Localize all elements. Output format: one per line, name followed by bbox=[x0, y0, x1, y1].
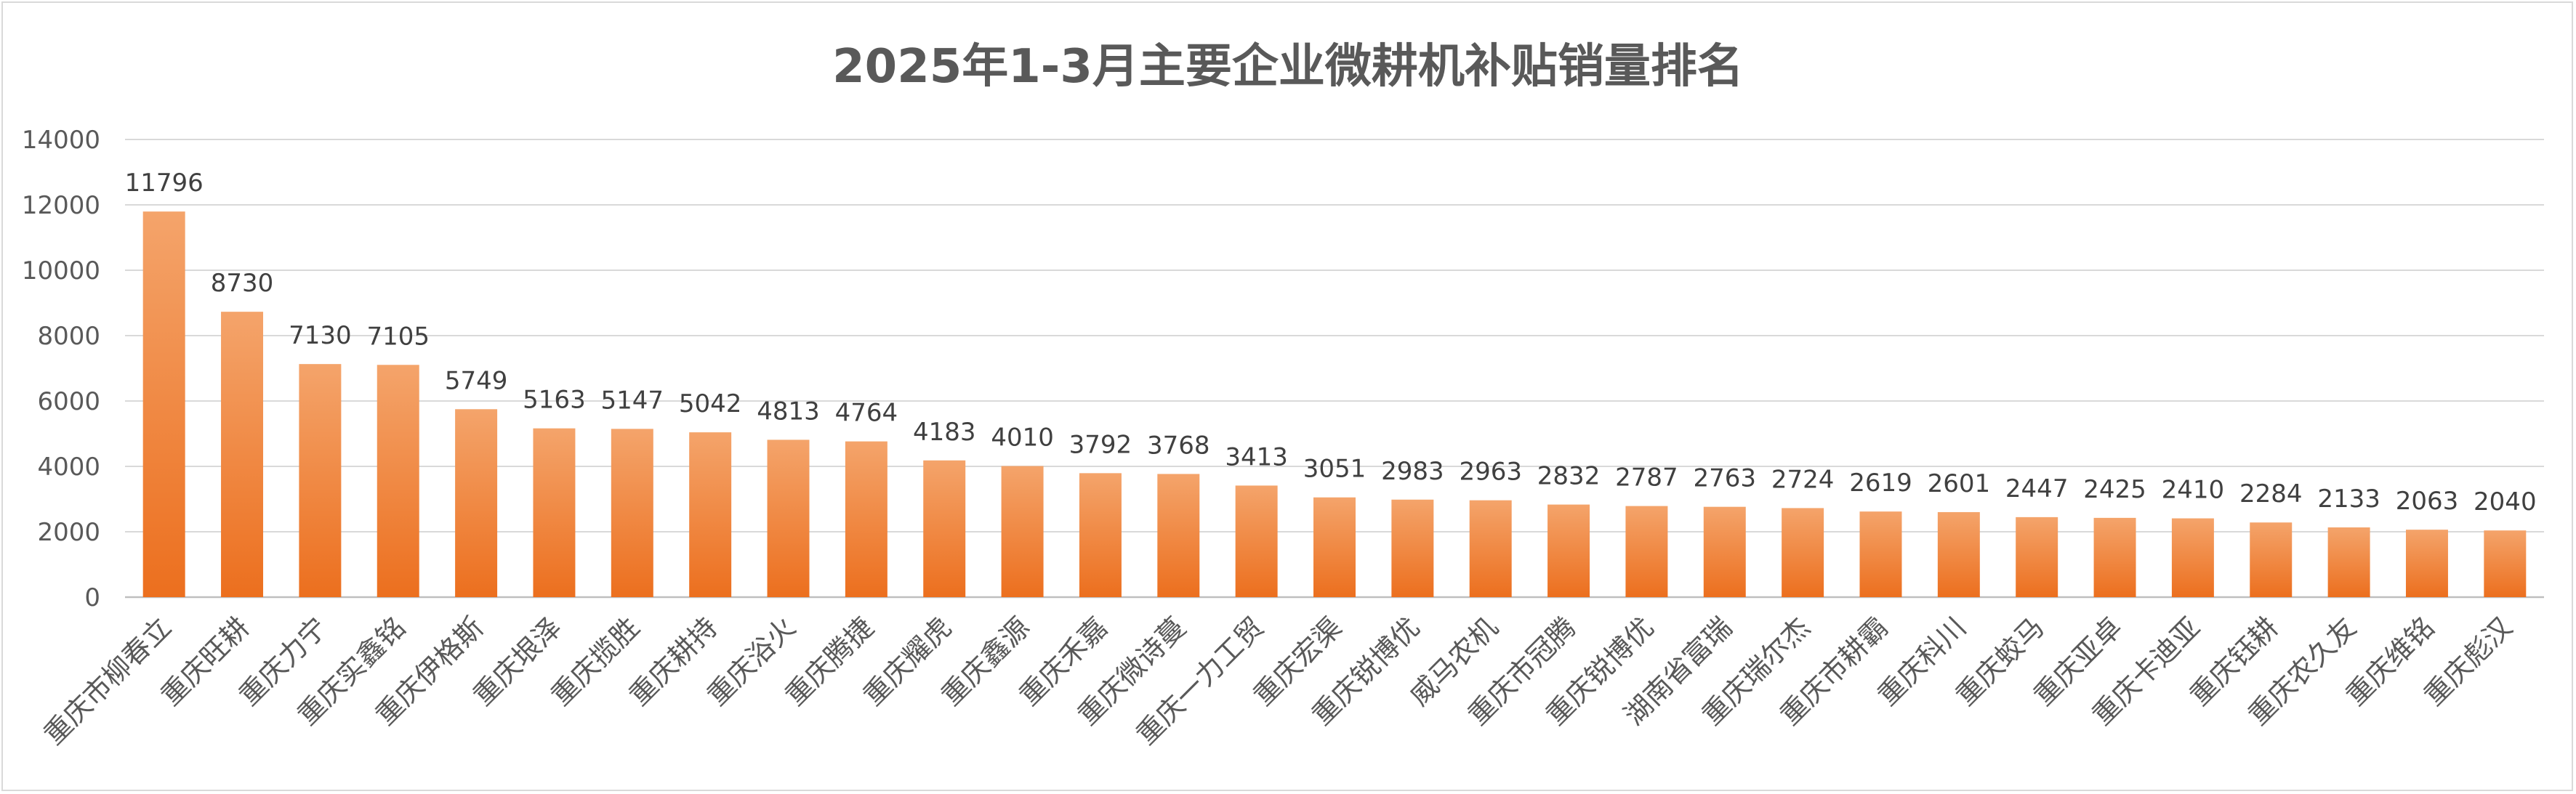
bar bbox=[1079, 473, 1122, 597]
bar bbox=[1235, 485, 1278, 597]
bar bbox=[1469, 500, 1512, 597]
y-tick-label: 12000 bbox=[22, 191, 100, 220]
data-label: 2832 bbox=[1537, 462, 1601, 491]
bar bbox=[845, 441, 887, 597]
data-label: 5749 bbox=[445, 366, 508, 395]
data-label: 2040 bbox=[2474, 487, 2537, 516]
bar bbox=[221, 312, 264, 597]
bar bbox=[1782, 508, 1824, 597]
bar bbox=[1859, 511, 1902, 597]
bar bbox=[1157, 474, 1200, 597]
data-label: 2601 bbox=[1928, 469, 1991, 498]
y-tick-label: 6000 bbox=[37, 387, 100, 416]
bar bbox=[2250, 522, 2293, 597]
data-label: 2983 bbox=[1381, 457, 1444, 486]
x-tick-label: 重庆市柳春立 bbox=[38, 611, 177, 750]
bar bbox=[1313, 497, 1356, 597]
data-label: 3768 bbox=[1147, 431, 1210, 460]
y-tick-label: 4000 bbox=[37, 453, 100, 482]
data-label: 2410 bbox=[2162, 476, 2225, 505]
y-tick-label: 0 bbox=[84, 583, 100, 612]
bar bbox=[611, 429, 653, 597]
y-tick-label: 14000 bbox=[22, 126, 100, 155]
y-tick-label: 10000 bbox=[22, 256, 100, 285]
y-tick-label: 2000 bbox=[37, 518, 100, 547]
data-label: 4010 bbox=[991, 424, 1054, 453]
bar bbox=[1937, 511, 1980, 597]
bar bbox=[2016, 516, 2058, 597]
data-label: 7130 bbox=[289, 321, 352, 350]
data-label: 3413 bbox=[1225, 442, 1288, 471]
data-label: 11796 bbox=[125, 169, 204, 198]
data-label: 4813 bbox=[757, 397, 820, 426]
bar bbox=[1703, 506, 1746, 597]
data-label: 5147 bbox=[601, 386, 664, 415]
bar bbox=[2171, 518, 2214, 597]
bar bbox=[377, 365, 419, 597]
data-label: 5163 bbox=[523, 386, 586, 415]
bar bbox=[2093, 517, 2136, 597]
data-label: 8730 bbox=[211, 269, 274, 298]
bar bbox=[1625, 506, 1668, 597]
data-label: 4183 bbox=[913, 418, 976, 447]
y-tick-label: 8000 bbox=[37, 322, 100, 351]
data-label: 2284 bbox=[2239, 479, 2303, 509]
data-label: 2963 bbox=[1459, 458, 1522, 487]
bar bbox=[1547, 504, 1590, 597]
data-label: 7105 bbox=[366, 322, 430, 351]
data-label: 5042 bbox=[679, 389, 742, 418]
data-label: 4764 bbox=[835, 399, 898, 428]
bar bbox=[923, 460, 966, 597]
data-label: 3051 bbox=[1303, 455, 1367, 484]
data-label: 2763 bbox=[1694, 464, 1757, 493]
bar bbox=[2405, 530, 2448, 597]
data-label: 2724 bbox=[1771, 465, 1835, 494]
bar bbox=[455, 409, 498, 597]
data-label: 2447 bbox=[2005, 474, 2069, 503]
data-label: 2425 bbox=[2083, 475, 2146, 504]
chart-title: 2025年1-3月主要企业微耕机补贴销量排名 bbox=[832, 40, 1744, 94]
data-label: 2133 bbox=[2317, 485, 2380, 514]
data-label: 2619 bbox=[1849, 469, 1912, 498]
bar bbox=[533, 428, 576, 597]
data-label: 3792 bbox=[1069, 430, 1132, 459]
bar bbox=[2484, 530, 2527, 597]
bar bbox=[299, 364, 342, 597]
bar bbox=[689, 432, 732, 597]
bar bbox=[1391, 499, 1434, 597]
bar bbox=[2327, 527, 2370, 597]
data-label: 2063 bbox=[2396, 487, 2459, 516]
data-label: 2787 bbox=[1615, 463, 1678, 493]
bar bbox=[1001, 466, 1044, 597]
bar bbox=[142, 211, 185, 597]
bar bbox=[767, 439, 810, 597]
